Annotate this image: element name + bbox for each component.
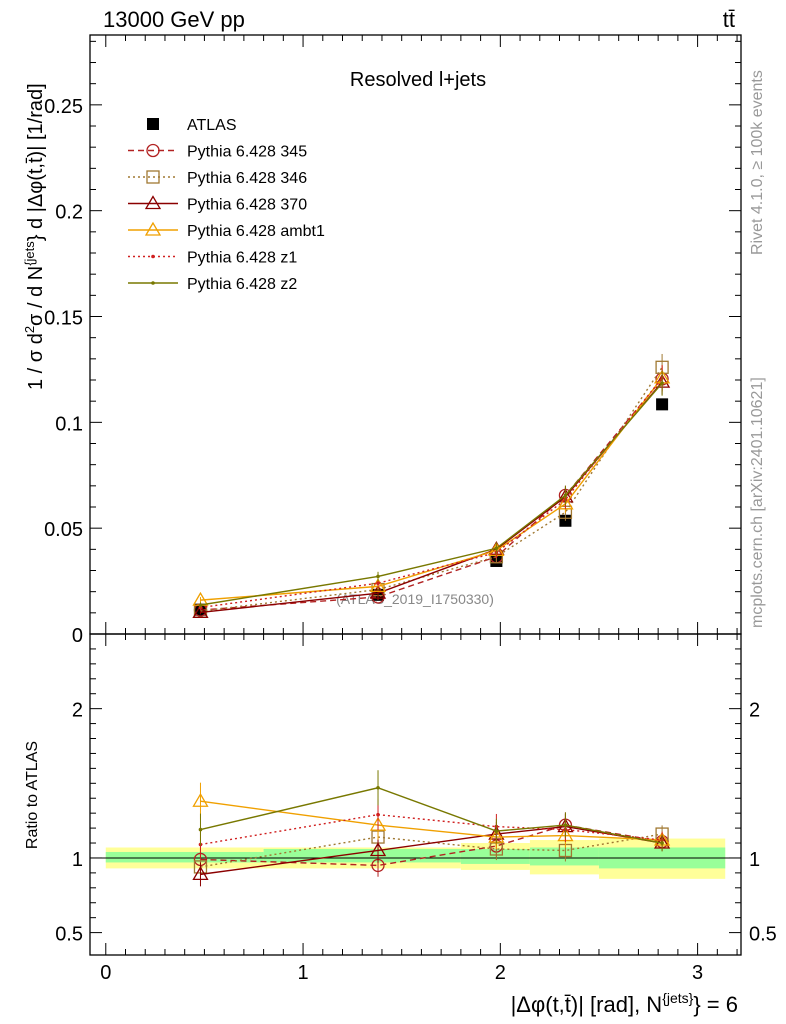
- ratio-x-tick-label: 1: [297, 962, 308, 984]
- main-y-tick-label: 0.2: [55, 202, 83, 224]
- main-y-label: 1 / σ d2σ / d N{jets} d |Δφ(t,t̄)| [1/ra…: [22, 83, 47, 390]
- main-y-tick-label: 0.25: [44, 96, 83, 118]
- data-point: [660, 381, 664, 385]
- data-point: [656, 398, 669, 411]
- ratio-point: [369, 816, 387, 831]
- legend-label: Pythia 6.428 ambt1: [187, 223, 325, 240]
- legend-marker: [144, 221, 162, 236]
- legend-label: Pythia 6.428 346: [187, 170, 307, 187]
- ratio-point: [376, 812, 380, 817]
- legend-entry: Pythia 6.428 370: [128, 195, 307, 214]
- ratio-series-pythia-6-428-ambt1: [192, 782, 671, 849]
- ratio-line: [200, 787, 663, 844]
- mcplots-label: mcplots.cern.ch [arXiv:2401.10621]: [749, 377, 766, 628]
- legend-marker: [151, 281, 155, 285]
- legend-marker: [151, 254, 155, 259]
- legend-entry: Pythia 6.428 345: [128, 144, 307, 161]
- data-point: [369, 584, 387, 599]
- ratio-point: [192, 866, 209, 881]
- series-pythia-6-428-345: [193, 366, 669, 617]
- legend-marker: [146, 143, 160, 158]
- ratio-point: [494, 829, 499, 833]
- series-pythia-6-428-346: [193, 353, 669, 618]
- ratio-point: [192, 792, 209, 807]
- main-title: Resolved l+jets: [350, 69, 486, 91]
- analysis-watermark: (ATLAS_2019_I1750330): [336, 591, 494, 607]
- ratio-point: [369, 842, 387, 857]
- ratio-line: [200, 833, 663, 868]
- ratio-point: [376, 785, 380, 790]
- x-axis-label: |Δφ(t,t̄)| [rad], N{jets}} = 6: [511, 990, 738, 1017]
- ratio-y-tick-label: 1: [72, 849, 83, 871]
- stat-band-bin: [105, 851, 264, 863]
- ratio-y-label: Ratio to ATLAS: [24, 741, 41, 849]
- legend-label: Pythia 6.428 z2: [187, 276, 297, 293]
- main-y-tick-label: 0: [72, 625, 83, 647]
- series-pythia-6-428-ambt1: [192, 365, 671, 606]
- legend-marker: [147, 118, 159, 130]
- ratio-x-tick-label: 2: [495, 962, 506, 984]
- ratio-line: [200, 813, 663, 846]
- main-y-tick-label: 0.1: [55, 413, 83, 435]
- data-point: [376, 581, 380, 586]
- legend-marker: [146, 170, 160, 184]
- main-y-tick-label: 0.15: [44, 308, 83, 330]
- data-point: [376, 574, 380, 579]
- ratio-point: [563, 823, 568, 827]
- series-atlas: [194, 398, 669, 616]
- main-series-group: [192, 353, 671, 619]
- legend-label: ATLAS: [187, 117, 237, 134]
- series-pythia-6-428-z2: [198, 370, 664, 608]
- ratio-series-pythia-6-428-z2: [198, 770, 664, 852]
- energy-label: 13000 GeV pp: [103, 7, 245, 32]
- ratio-y-tick-label-right: 2: [749, 700, 760, 722]
- data-point: [494, 546, 499, 551]
- legend-entry: Pythia 6.428 ambt1: [128, 221, 325, 240]
- series-line: [200, 377, 663, 601]
- data-point: [192, 604, 209, 619]
- ratio-y-tick-label-right: 0.5: [749, 924, 777, 946]
- data-point: [563, 493, 568, 498]
- legend-entry: Pythia 6.428 z2: [128, 276, 297, 293]
- ratio-y-tick-label: 0.5: [55, 924, 83, 946]
- stat-band-bin: [460, 848, 530, 864]
- series-pythia-6-428-370: [192, 369, 671, 619]
- series-line: [200, 366, 663, 612]
- legend-entry: Pythia 6.428 346: [128, 170, 307, 187]
- ratio-y-tick-label-right: 1: [749, 849, 760, 871]
- rivet-label: Rivet 4.1.0, ≥ 100k events: [749, 70, 766, 255]
- legend-entry: ATLAS: [147, 117, 237, 134]
- legend-label: Pythia 6.428 370: [187, 197, 307, 214]
- legend-label: Pythia 6.428 345: [187, 144, 307, 161]
- main-y-tick-label: 0.05: [44, 519, 83, 541]
- ratio-point: [198, 827, 203, 832]
- series-line: [200, 378, 663, 611]
- ratio-point: [660, 841, 664, 845]
- ratio-x-tick-label: 0: [100, 962, 111, 984]
- stat-band-bin: [263, 848, 461, 863]
- legend-marker: [144, 195, 162, 210]
- ratio-frame: [89, 633, 742, 956]
- series-line: [200, 382, 663, 606]
- ratio-x-tick-label: 3: [692, 962, 703, 984]
- data-point: [369, 578, 387, 593]
- series-line: [200, 381, 663, 614]
- legend: ATLAS Pythia 6.428 345 Pythia 6.428 346 Pyt…: [128, 117, 325, 293]
- process-label: tt̄: [723, 7, 735, 32]
- legend-label: Pythia 6.428 z1: [187, 250, 297, 267]
- ratio-series-group: [192, 770, 671, 887]
- ratio-y-tick-label: 2: [72, 700, 83, 722]
- data-point: [198, 603, 203, 607]
- ratio-panel: 0 1 2 3 0.5 0.5 1 1 2 2: [55, 633, 777, 984]
- legend-entry: Pythia 6.428 z1: [128, 250, 297, 267]
